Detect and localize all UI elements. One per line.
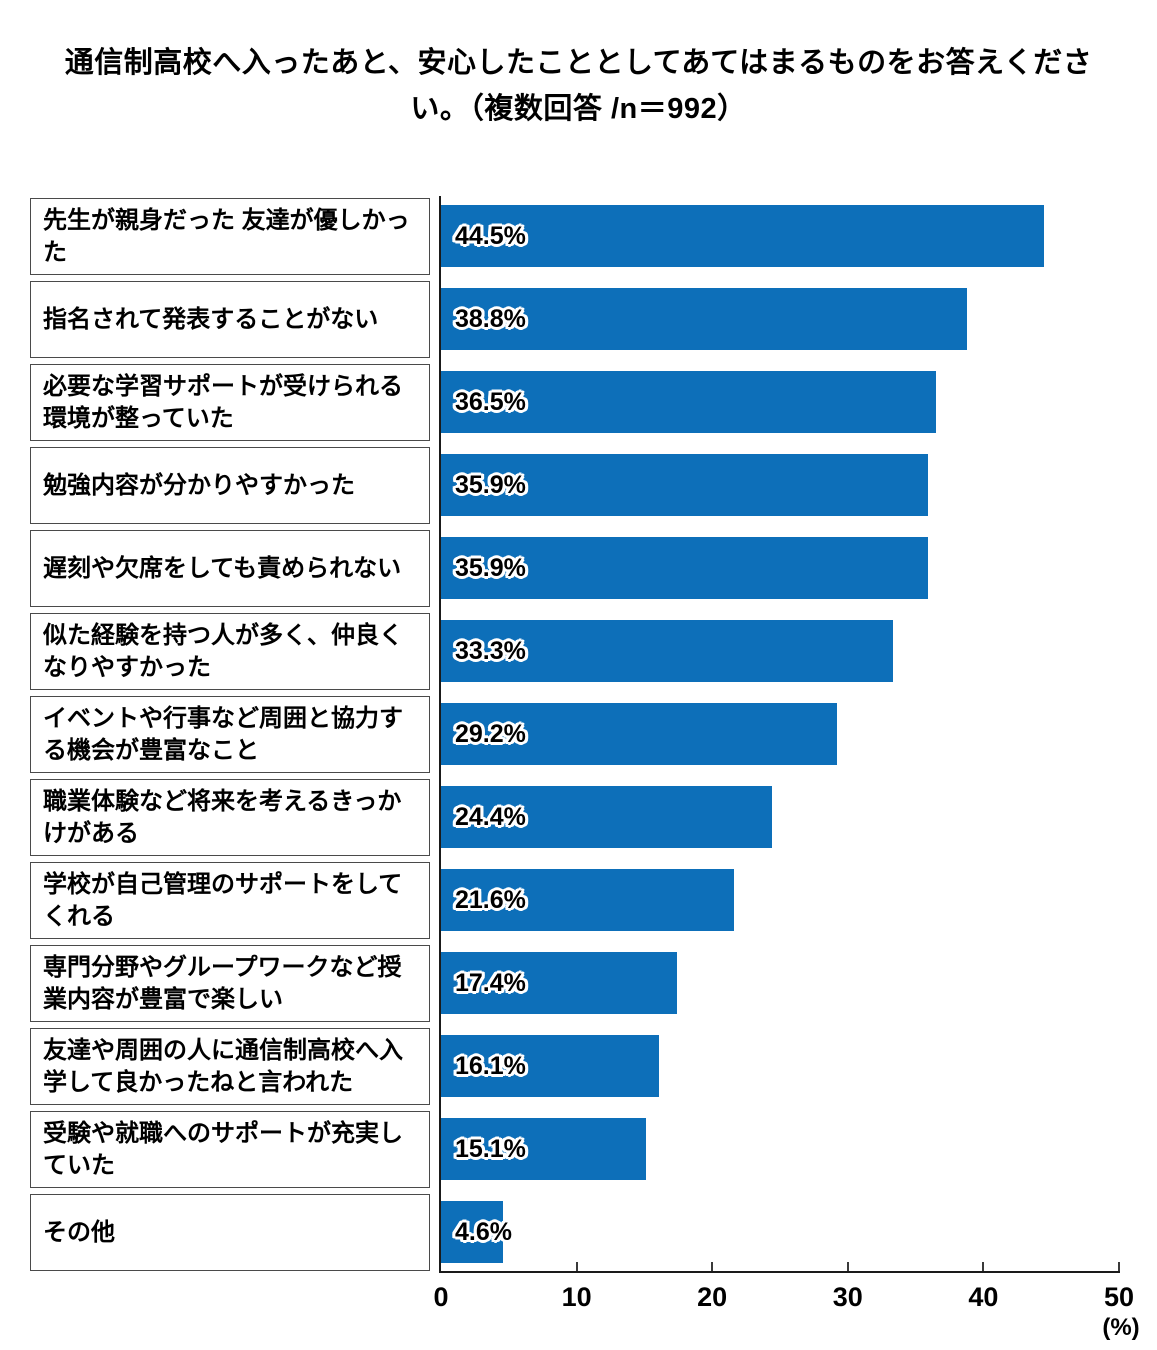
x-axis-unit-label: (%) — [1102, 1314, 1140, 1341]
bar — [441, 537, 928, 599]
category-label-cell: イベントや行事など周囲と協力する機会が豊富なこと — [30, 696, 430, 773]
category-label: 必要な学習サポートが受けられる環境が整っていた — [43, 372, 403, 432]
x-axis-tick-mark — [982, 1262, 985, 1271]
x-axis-tick-mark — [1118, 1262, 1120, 1271]
value-label: 16.1% — [455, 1052, 526, 1080]
chart-row: 専門分野やグループワークなど授業内容が豊富で楽しい 17.4% — [0, 942, 1157, 1025]
x-axis-tick-mark — [575, 1262, 578, 1271]
bar — [441, 786, 772, 848]
chart-row: 必要な学習サポートが受けられる環境が整っていた 36.5% — [0, 361, 1157, 444]
category-label-cell: 友達や周囲の人に通信制高校へ入学して良かったねと言われた — [30, 1028, 430, 1105]
category-label: 学校が自己管理のサポートをしてくれる — [43, 870, 403, 930]
bar — [441, 869, 734, 931]
category-label-cell: 遅刻や欠席をしても責められない — [30, 530, 430, 607]
category-label: イベントや行事など周囲と協力する機会が豊富なこと — [43, 704, 403, 764]
y-axis-line — [439, 196, 441, 1273]
bar — [441, 952, 677, 1014]
value-label: 35.9% — [455, 471, 526, 499]
chart-row: 友達や周囲の人に通信制高校へ入学して良かったねと言われた 16.1% — [0, 1025, 1157, 1108]
value-label: 44.5% — [455, 222, 526, 250]
category-label-cell: その他 — [30, 1194, 430, 1271]
bar — [441, 620, 893, 682]
value-label: 4.6% — [455, 1218, 512, 1246]
value-label: 33.3% — [455, 637, 526, 665]
category-label: 専門分野やグループワークなど授業内容が豊富で楽しい — [43, 953, 402, 1013]
x-axis-tick-label: 10 — [561, 1282, 592, 1312]
chart-row: 先生が親身だった 友達が優しかった 44.5% — [0, 195, 1157, 278]
chart-row: その他 4.6% — [0, 1191, 1157, 1274]
chart-row: 似た経験を持つ人が多く、仲良くなりやすかった 33.3% — [0, 610, 1157, 693]
bar — [441, 1035, 660, 1097]
category-label-cell: 似た経験を持つ人が多く、仲良くなりやすかった — [30, 613, 430, 690]
x-axis-tick-label: 50 — [1103, 1282, 1135, 1312]
bar — [441, 1118, 646, 1180]
category-label: 指名されて発表することがない — [43, 305, 379, 333]
category-label-cell: 専門分野やグループワークなど授業内容が豊富で楽しい — [30, 945, 430, 1022]
chart-row: 職業体験など将来を考えるきっかけがある 24.4% — [0, 776, 1157, 859]
chart-row: 受験や就職へのサポートが充実していた 15.1% — [0, 1108, 1157, 1191]
category-label: 勉強内容が分かりやすかった — [43, 471, 355, 499]
value-label: 38.8% — [455, 305, 526, 333]
value-label: 36.5% — [455, 388, 526, 416]
value-label: 17.4% — [455, 969, 526, 997]
x-axis-line — [439, 1271, 1120, 1273]
bar — [441, 703, 837, 765]
bar — [441, 371, 936, 433]
value-label: 29.2% — [455, 720, 526, 748]
bar — [441, 288, 968, 350]
x-axis-tick-mark — [846, 1262, 849, 1271]
category-label-cell: 指名されて発表することがない — [30, 281, 430, 358]
category-label: その他 — [43, 1218, 115, 1246]
category-label: 先生が親身だった 友達が優しかった — [43, 206, 410, 266]
chart-row: イベントや行事など周囲と協力する機会が豊富なこと 29.2% — [0, 693, 1157, 776]
category-label-cell: 受験や就職へのサポートが充実していた — [30, 1111, 430, 1188]
value-label: 24.4% — [455, 803, 526, 831]
value-label: 21.6% — [455, 886, 526, 914]
x-axis-tick-label: 0 — [433, 1282, 449, 1312]
x-axis-tick-label: 40 — [968, 1282, 999, 1312]
x-axis-tick-mark — [711, 1262, 714, 1271]
category-label: 受験や就職へのサポートが充実していた — [43, 1119, 403, 1179]
x-axis-tick-label: 20 — [697, 1282, 728, 1312]
bar — [441, 1201, 504, 1263]
category-label-cell: 職業体験など将来を考えるきっかけがある — [30, 779, 430, 856]
category-label-cell: 必要な学習サポートが受けられる環境が整っていた — [30, 364, 430, 441]
category-label: 職業体験など将来を考えるきっかけがある — [43, 787, 402, 847]
chart-title: 通信制高校へ入ったあと、安心したこととしてあてはまるものをお答えください。（複数… — [64, 47, 1093, 126]
category-label-cell: 先生が親身だった 友達が優しかった — [30, 198, 430, 275]
chart-row: 指名されて発表することがない 38.8% — [0, 278, 1157, 361]
value-label: 35.9% — [455, 554, 526, 582]
bar — [441, 205, 1045, 267]
chart-row: 勉強内容が分かりやすかった 35.9% — [0, 444, 1157, 527]
category-label-cell: 学校が自己管理のサポートをしてくれる — [30, 862, 430, 939]
bar — [441, 454, 928, 516]
x-axis-tick-label: 30 — [832, 1282, 863, 1312]
value-label: 15.1% — [455, 1135, 526, 1163]
category-label: 友達や周囲の人に通信制高校へ入学して良かったねと言われた — [43, 1036, 403, 1096]
chart-row: 遅刻や欠席をしても責められない 35.9% — [0, 527, 1157, 610]
category-label-cell: 勉強内容が分かりやすかった — [30, 447, 430, 524]
category-label: 似た経験を持つ人が多く、仲良くなりやすかった — [43, 621, 403, 681]
chart-row: 学校が自己管理のサポートをしてくれる 21.6% — [0, 859, 1157, 942]
category-label: 遅刻や欠席をしても責められない — [43, 554, 402, 582]
